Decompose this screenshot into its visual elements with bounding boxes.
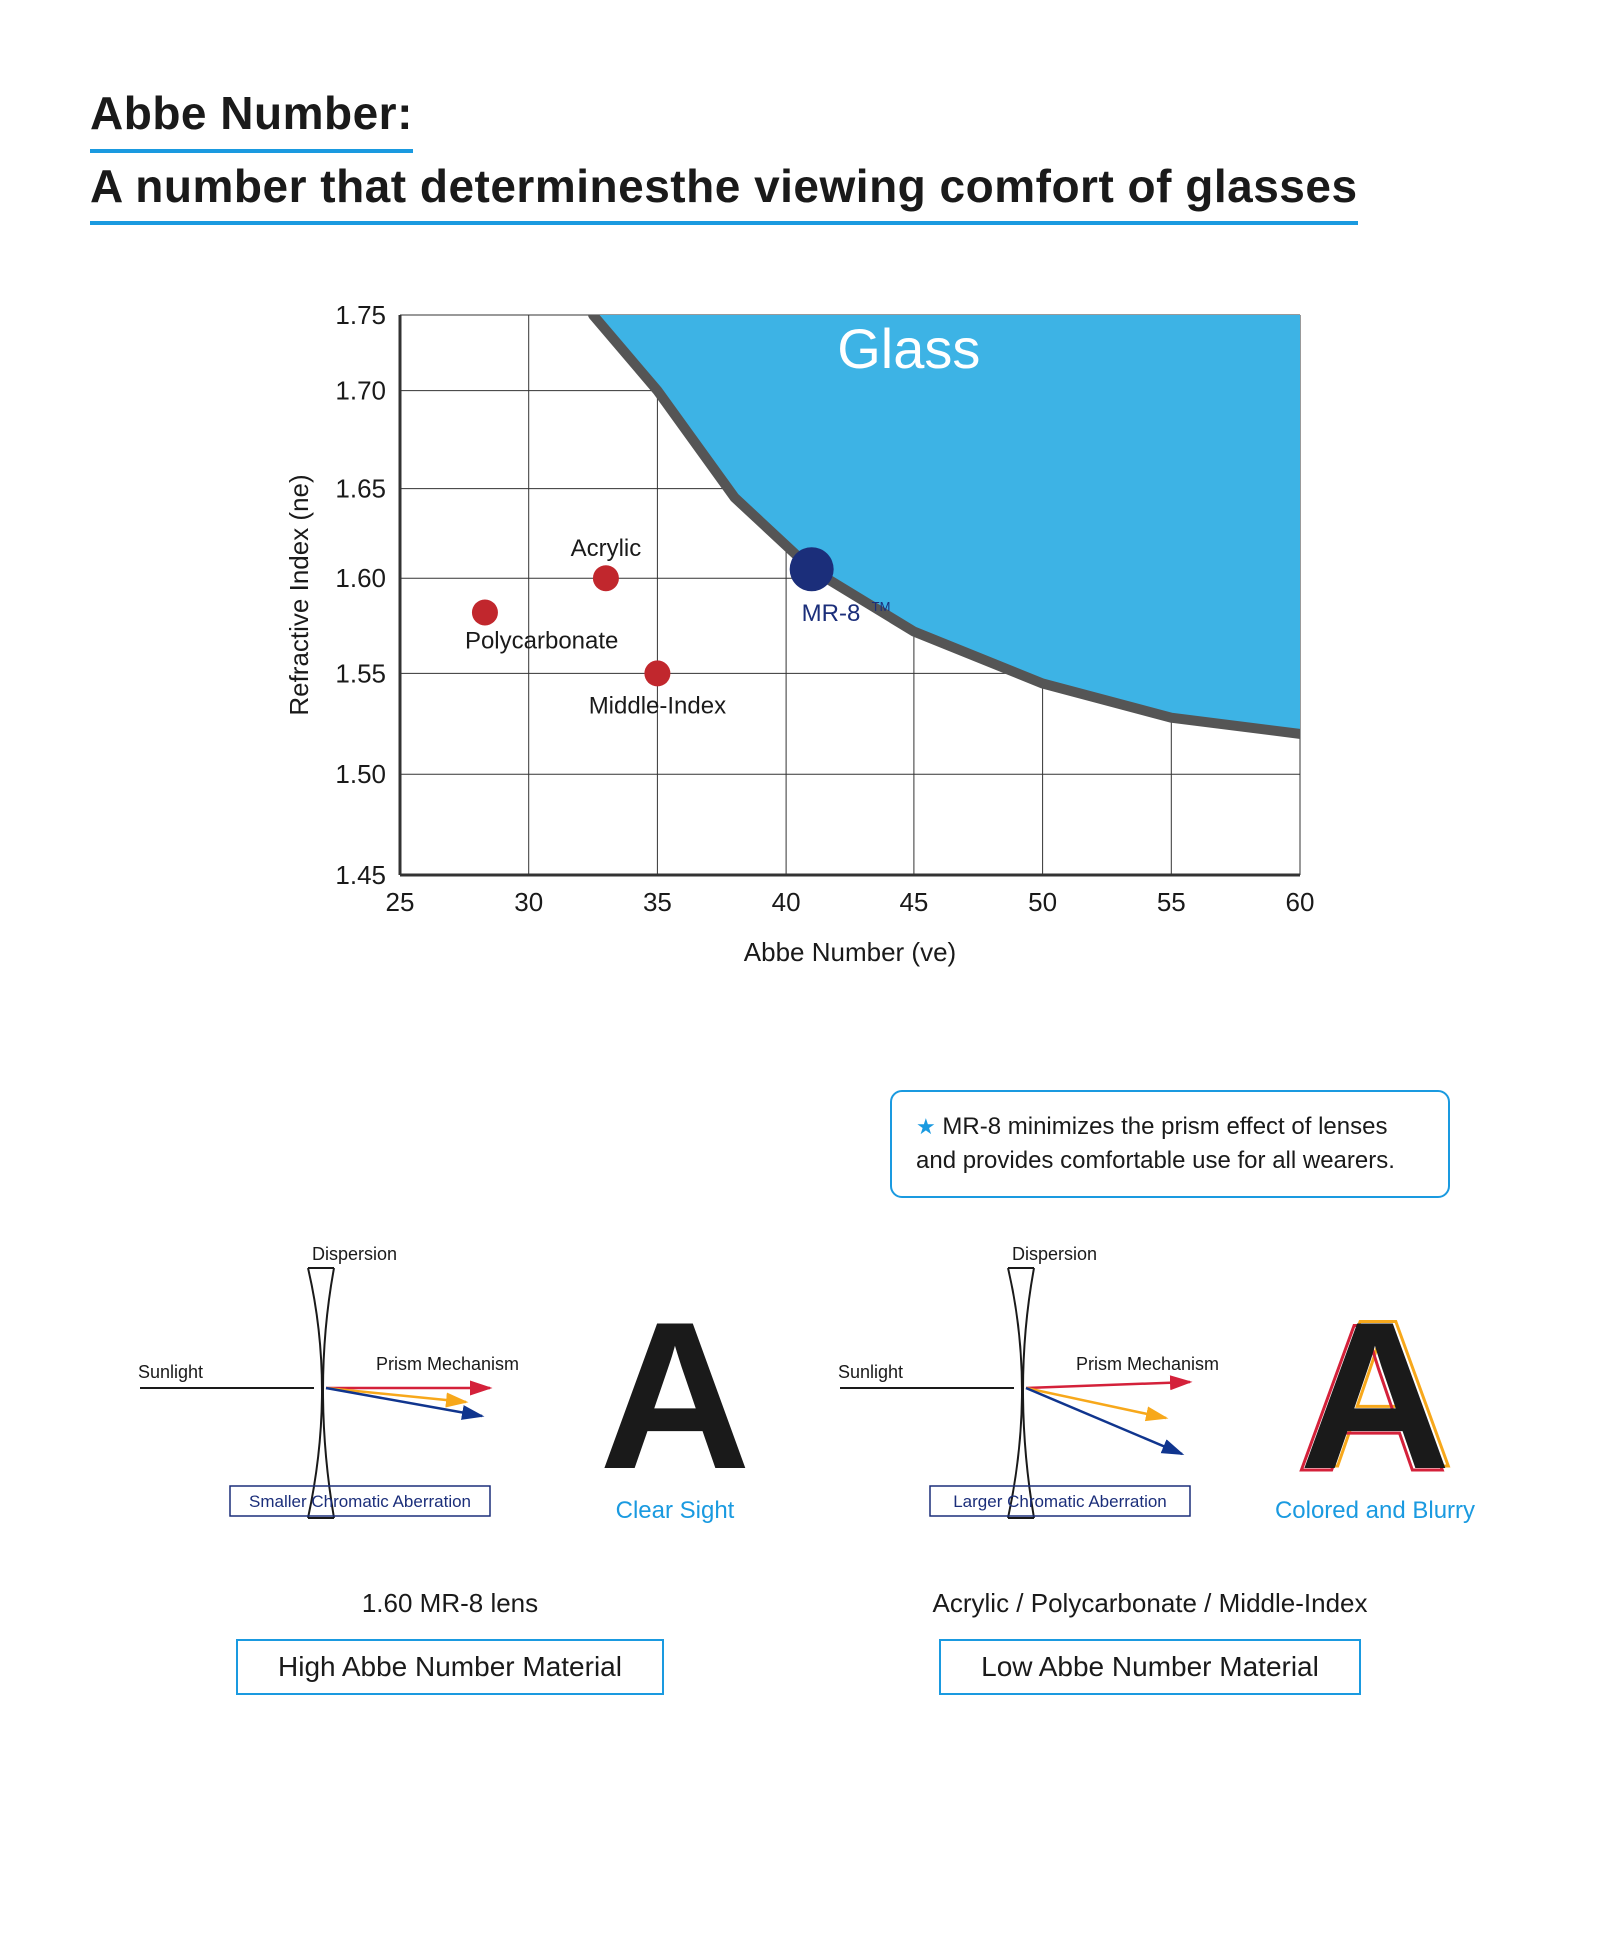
svg-text:1.65: 1.65 xyxy=(335,474,386,504)
callout-text: MR-8 minimizes the prism effect of lense… xyxy=(916,1113,1395,1174)
material-badge-right: Low Abbe Number Material xyxy=(939,1639,1361,1695)
svg-text:Acrylic: Acrylic xyxy=(571,536,642,563)
svg-text:1.50: 1.50 xyxy=(335,760,386,790)
svg-text:Sunlight: Sunlight xyxy=(838,1362,903,1382)
svg-text:Dispersion: Dispersion xyxy=(1012,1244,1097,1264)
svg-text:1.60: 1.60 xyxy=(335,564,386,594)
svg-text:35: 35 xyxy=(643,887,672,917)
svg-text:1.55: 1.55 xyxy=(335,659,386,689)
lens-name-right: Acrylic / Polycarbonate / Middle-Index xyxy=(933,1588,1368,1619)
svg-text:Prism Mechanism: Prism Mechanism xyxy=(1076,1354,1219,1374)
svg-text:Middle-Index: Middle-Index xyxy=(589,693,726,720)
star-icon: ★ xyxy=(916,1114,936,1139)
svg-text:Sunlight: Sunlight xyxy=(138,1362,203,1382)
chart-wrap: Glass Polycarbonate Acrylic Middle-Index MR-… xyxy=(90,285,1510,1010)
svg-text:Prism Mechanism: Prism Mechanism xyxy=(376,1354,519,1374)
svg-text:A: A xyxy=(599,1278,751,1513)
scatter-chart: Glass Polycarbonate Acrylic Middle-Index MR-… xyxy=(270,285,1330,1010)
diagrams-row: Dispersion Sunlight Prism Mechanism Smaller… xyxy=(90,1238,1510,1695)
svg-text:Dispersion: Dispersion xyxy=(312,1244,397,1264)
diagram-right: Dispersion Sunlight Prism Mechanism Larger … xyxy=(820,1238,1480,1695)
page-title: Abbe Number: A number that determinesthe… xyxy=(90,80,1510,225)
lens-name-left: 1.60 MR-8 lens xyxy=(362,1588,538,1619)
svg-text:1.75: 1.75 xyxy=(335,300,386,330)
svg-text:Abbe Number (ve): Abbe Number (ve) xyxy=(744,937,956,967)
svg-text:60: 60 xyxy=(1286,887,1315,917)
svg-text:50: 50 xyxy=(1028,887,1057,917)
svg-text:1.70: 1.70 xyxy=(335,376,386,406)
chart-svg: Glass Polycarbonate Acrylic Middle-Index MR-… xyxy=(270,285,1330,1005)
svg-text:55: 55 xyxy=(1157,887,1186,917)
svg-text:TM: TM xyxy=(872,600,891,615)
dispersion-diagram-left: Dispersion Sunlight Prism Mechanism Smaller… xyxy=(120,1238,780,1558)
svg-text:1.45: 1.45 xyxy=(335,860,386,890)
callout-box: ★ MR-8 minimizes the prism effect of len… xyxy=(890,1090,1450,1197)
svg-text:45: 45 xyxy=(899,887,928,917)
title-line-1: Abbe Number: xyxy=(90,80,413,153)
svg-text:30: 30 xyxy=(514,887,543,917)
svg-text:Larger Chromatic Aberration: Larger Chromatic Aberration xyxy=(953,1492,1167,1511)
svg-text:Clear Sight: Clear Sight xyxy=(616,1497,735,1524)
diagram-left: Dispersion Sunlight Prism Mechanism Smaller… xyxy=(120,1238,780,1695)
svg-text:25: 25 xyxy=(386,887,415,917)
material-badge-left: High Abbe Number Material xyxy=(236,1639,664,1695)
svg-text:Refractive Index (ne): Refractive Index (ne) xyxy=(284,475,314,716)
title-line-2: A number that determinesthe viewing comf… xyxy=(90,153,1358,226)
svg-text:Smaller Chromatic Aberration: Smaller Chromatic Aberration xyxy=(249,1492,471,1511)
dispersion-diagram-right: Dispersion Sunlight Prism Mechanism Larger … xyxy=(820,1238,1480,1558)
svg-text:A: A xyxy=(1299,1278,1451,1513)
svg-text:Glass: Glass xyxy=(837,317,980,380)
svg-text:40: 40 xyxy=(772,887,801,917)
svg-text:Colored and Blurry: Colored and Blurry xyxy=(1275,1497,1475,1524)
svg-text:Polycarbonate: Polycarbonate xyxy=(465,628,618,655)
svg-text:MR-8: MR-8 xyxy=(802,601,861,628)
